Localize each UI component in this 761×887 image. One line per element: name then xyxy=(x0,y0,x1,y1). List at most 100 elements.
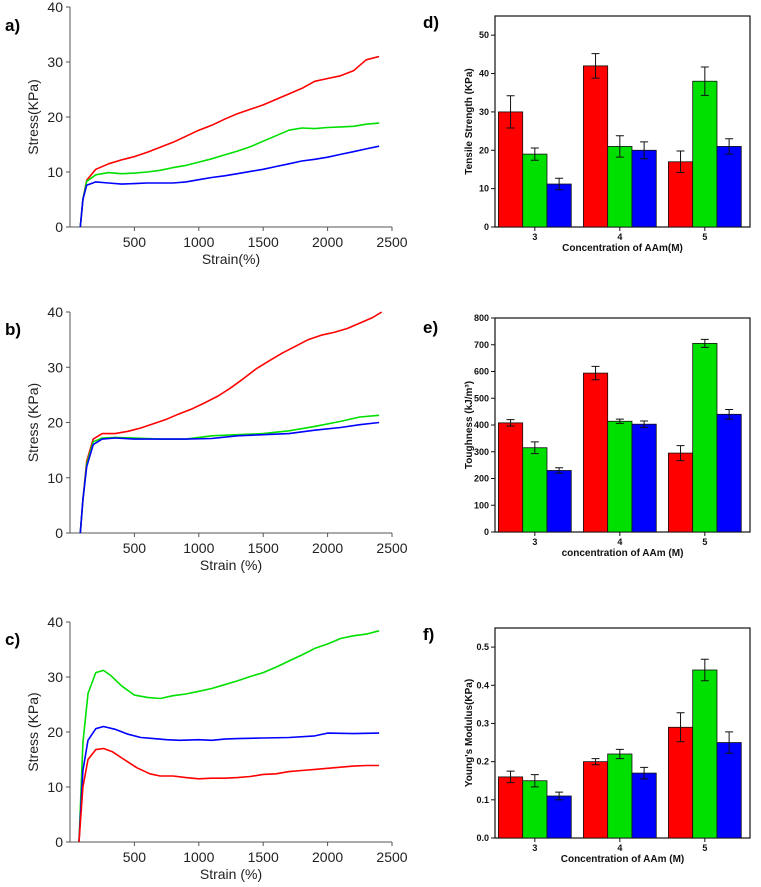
x-axis-label: Strain (%) xyxy=(200,866,262,882)
x-tick-label: 1500 xyxy=(248,849,279,865)
series-line-red xyxy=(79,55,380,228)
y-tick-label: 700 xyxy=(474,340,489,350)
y-tick-label: 20 xyxy=(47,109,63,125)
x-tick-label: 1000 xyxy=(183,234,214,250)
error-bar xyxy=(725,138,734,155)
x-tick-label: 5 xyxy=(702,537,707,547)
error-bar xyxy=(530,774,539,788)
error-bar xyxy=(591,365,600,381)
bar-green-3 xyxy=(522,780,548,839)
error-bar xyxy=(506,95,515,129)
y-tick-label: 30 xyxy=(47,669,63,685)
bar-green-5 xyxy=(692,343,718,533)
y-axis-label: Stress(KPa) xyxy=(25,79,41,154)
x-tick-label: 5 xyxy=(702,232,707,242)
y-tick-label: 100 xyxy=(474,500,489,510)
error-bar xyxy=(725,408,734,420)
series-line-green xyxy=(78,630,380,843)
error-bar xyxy=(506,419,515,427)
bar-blue-3 xyxy=(546,795,572,839)
y-tick-label: 0 xyxy=(55,525,63,541)
bar-green-5 xyxy=(692,80,718,228)
x-tick-label: 2000 xyxy=(312,849,343,865)
panel-label: b) xyxy=(5,320,21,339)
y-axis-label: Toughness (kJ/m³) xyxy=(464,381,475,469)
y-tick-label: 600 xyxy=(474,367,489,377)
error-bar xyxy=(640,141,649,160)
series-line-blue xyxy=(78,725,380,843)
bar-green-3 xyxy=(522,153,548,228)
series-line-blue xyxy=(79,145,380,228)
bar-blue-3 xyxy=(546,470,572,533)
x-tick-label: 2000 xyxy=(312,234,343,250)
error-bar xyxy=(555,177,564,191)
bar-blue-4 xyxy=(631,423,657,533)
error-bar xyxy=(615,418,624,424)
y-tick-label: 20 xyxy=(479,145,489,155)
bar-blue-5 xyxy=(716,742,742,839)
panel-a: a) 0 10 20 30 40 500 1000 1500 2000 2500 Strain(%) S… xyxy=(5,0,408,267)
y-tick-label: 40 xyxy=(47,0,63,15)
bar-blue-3 xyxy=(546,183,572,228)
x-tick-label: 2500 xyxy=(376,540,407,556)
x-tick-label: 2500 xyxy=(376,849,407,865)
x-tick-label: 500 xyxy=(123,540,147,556)
y-tick-label: 30 xyxy=(479,107,489,117)
error-bar xyxy=(615,135,624,158)
error-bar xyxy=(700,66,709,96)
panel-label: e) xyxy=(423,318,438,337)
error-bar xyxy=(676,445,685,462)
y-axis-label: Young's Modulus(KPa) xyxy=(464,679,475,787)
x-axis-label: Strain (%) xyxy=(200,557,262,573)
x-tick-label: 1500 xyxy=(248,540,279,556)
y-tick-label: 0 xyxy=(484,527,489,537)
y-tick-label: 10 xyxy=(47,164,63,180)
series-line-red xyxy=(79,311,383,534)
x-tick-label: 5 xyxy=(702,843,707,853)
y-tick-label: 10 xyxy=(47,470,63,486)
error-bar xyxy=(555,791,564,801)
y-axis-label: Tensile Strength (KPa) xyxy=(464,68,475,175)
error-bar xyxy=(530,147,539,161)
x-axis-label: Concentration of AAm (M) xyxy=(561,854,685,865)
panel-f: f) 0.0 0.1 0.2 0.3 0.4 0.5 3 4 5 Concentration of … xyxy=(423,625,751,865)
y-tick-label: 800 xyxy=(474,313,489,323)
series-line-red xyxy=(78,747,380,843)
bar-red-3 xyxy=(497,422,524,533)
panel-label: f) xyxy=(423,625,434,644)
y-tick-label: 10 xyxy=(479,184,489,194)
panel-e: e) 0 100 200 300 400 500 600 700 800 3 4 5 concentrat… xyxy=(423,313,751,559)
y-tick-label: 20 xyxy=(47,724,63,740)
panel-label: d) xyxy=(423,13,439,32)
bar-red-4 xyxy=(583,761,609,839)
y-tick-label: 50 xyxy=(479,30,489,40)
y-tick-label: 0.5 xyxy=(476,642,489,652)
y-tick-label: 0.3 xyxy=(476,718,489,728)
y-tick-label: 200 xyxy=(474,474,489,484)
error-bar xyxy=(725,731,734,754)
y-tick-label: 30 xyxy=(47,54,63,70)
error-bar xyxy=(615,748,624,760)
y-tick-label: 10 xyxy=(47,779,63,795)
y-tick-label: 0.1 xyxy=(476,795,489,805)
y-axis-label: Stress (KPa) xyxy=(25,383,41,462)
y-tick-label: 40 xyxy=(47,614,63,630)
x-tick-label: 500 xyxy=(123,234,147,250)
error-bar xyxy=(640,420,649,428)
bar-blue-5 xyxy=(716,146,742,228)
bar-red-5 xyxy=(668,726,694,839)
y-tick-label: 0.0 xyxy=(476,833,489,843)
bar-red-4 xyxy=(583,372,609,533)
x-axis-label: Concentration of AAm(M) xyxy=(562,243,683,254)
error-bar xyxy=(700,658,709,682)
x-axis-label: Strain(%) xyxy=(202,251,260,267)
y-tick-label: 40 xyxy=(479,69,489,79)
error-bar xyxy=(676,150,685,174)
x-tick-label: 4 xyxy=(617,537,622,547)
y-tick-label: 40 xyxy=(47,304,63,320)
series-line-green xyxy=(79,122,380,228)
error-bar xyxy=(640,766,649,780)
y-tick-label: 0.2 xyxy=(476,757,489,767)
x-tick-label: 2500 xyxy=(376,234,407,250)
